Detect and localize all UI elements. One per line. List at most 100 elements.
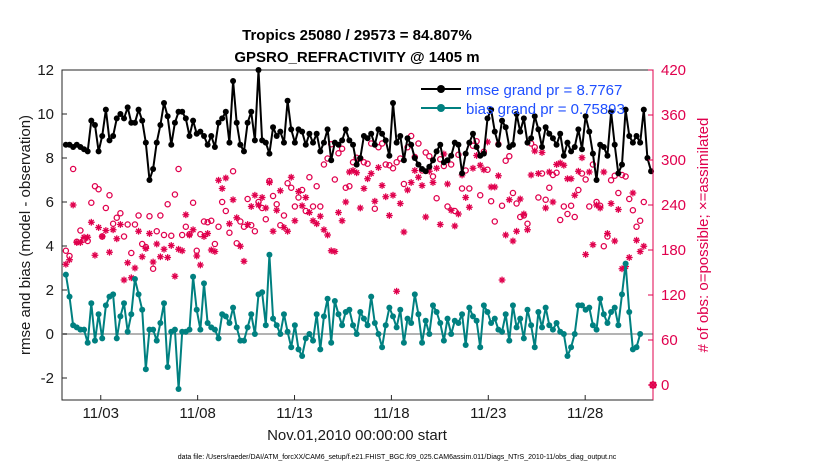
obs-possible-point xyxy=(149,265,157,272)
obs-possible-point xyxy=(509,189,517,197)
rmse-point xyxy=(593,177,600,183)
chart-marks xyxy=(62,67,657,392)
obs-possible-point xyxy=(157,212,164,219)
rmse-point xyxy=(142,139,149,146)
obs-possible-point xyxy=(342,184,349,191)
bias-point xyxy=(484,309,491,315)
bias-point xyxy=(524,306,531,313)
obs-assimilated-point xyxy=(302,194,310,201)
y-axis-label-right: # of obs: o=possible; ×=assimilated xyxy=(695,118,712,353)
bias-point xyxy=(608,309,615,315)
x-tick-label: 11/18 xyxy=(373,405,409,422)
obs-possible-point xyxy=(240,223,248,230)
bias-point xyxy=(622,260,629,267)
obs-assimilated-point xyxy=(62,260,70,268)
y-right-tick-label: 420 xyxy=(661,62,686,79)
bias-point xyxy=(488,320,495,326)
rmse-point xyxy=(459,170,466,177)
obs-possible-point xyxy=(447,161,455,168)
obs-possible-point xyxy=(229,167,237,175)
obs-assimilated-point xyxy=(196,261,204,269)
rmse-point xyxy=(582,113,589,120)
obs-assimilated-point xyxy=(269,227,277,235)
obs-possible-point xyxy=(364,160,371,167)
bias-point xyxy=(386,304,393,311)
y-right-tick-label: 60 xyxy=(661,332,678,349)
y-tick-label: 6 xyxy=(46,194,54,211)
obs-possible-point xyxy=(197,230,204,238)
obs-assimilated-point xyxy=(633,236,640,244)
obs-assimilated-point xyxy=(415,173,422,181)
obs-possible-point xyxy=(124,221,131,228)
y-axis-label: rmse and bias (model - observation) xyxy=(17,115,34,355)
obs-assimilated-point xyxy=(69,201,77,209)
obs-possible-point xyxy=(516,213,524,221)
obs-assimilated-point xyxy=(444,180,451,188)
chart-title: Tropics 25080 / 29573 = 84.807% xyxy=(242,27,472,44)
bias-point xyxy=(197,326,204,333)
rmse-point xyxy=(542,124,549,131)
rmse-point xyxy=(277,128,284,135)
bias-point xyxy=(248,311,255,318)
rmse-point xyxy=(280,139,287,146)
obs-assimilated-point xyxy=(385,212,393,219)
obs-assimilated-point xyxy=(480,166,488,174)
obs-possible-point xyxy=(502,157,509,164)
obs-possible-point xyxy=(578,170,586,177)
rmse-point xyxy=(226,139,233,146)
obs-assimilated-point xyxy=(411,167,419,174)
y-right-tick-label: 120 xyxy=(661,287,686,304)
bias-point xyxy=(81,326,88,333)
obs-assimilated-point xyxy=(266,179,273,186)
obs-assimilated-point xyxy=(87,218,95,226)
rmse-point xyxy=(633,133,640,139)
obs-possible-point xyxy=(106,191,113,199)
obs-assimilated-point xyxy=(491,183,499,191)
obs-assimilated-point xyxy=(567,175,575,183)
rmse-point xyxy=(266,150,273,157)
obs-assimilated-point xyxy=(636,248,644,255)
rmse-point xyxy=(513,111,520,117)
bias-point xyxy=(91,337,98,344)
rmse-point xyxy=(480,150,487,157)
obs-possible-point xyxy=(422,149,429,156)
obs-assimilated-point xyxy=(142,245,150,252)
rmse-point xyxy=(302,141,309,148)
obs-possible-point xyxy=(200,218,208,225)
bias-point xyxy=(113,335,120,342)
x-tick-label: 11/08 xyxy=(179,405,215,422)
rmse-point xyxy=(455,141,462,148)
obs-assimilated-point xyxy=(375,164,382,171)
obs-assimilated-point xyxy=(371,197,379,205)
obs-possible-point xyxy=(371,205,379,212)
obs-possible-point xyxy=(600,242,608,250)
obs-assimilated-point xyxy=(204,230,212,237)
y-right-tick-label: 300 xyxy=(661,152,686,169)
obs-assimilated-point xyxy=(600,168,608,176)
bias-point xyxy=(429,302,436,309)
bias-point xyxy=(128,311,135,318)
rmse-point xyxy=(539,144,546,150)
y-tick-label: 10 xyxy=(37,106,54,123)
bias-point xyxy=(626,309,633,315)
obs-assimilated-point xyxy=(120,276,128,284)
bias-point xyxy=(448,331,455,337)
obs-assimilated-point xyxy=(66,256,73,264)
bias-point xyxy=(477,344,484,351)
obs-possible-point xyxy=(291,203,299,210)
bias-point xyxy=(331,298,338,304)
rmse-point xyxy=(640,106,647,113)
obs-possible-point xyxy=(88,199,95,206)
obs-possible-point xyxy=(586,203,593,210)
x-axis-label: Nov.01,2010 00:00:00 start xyxy=(267,427,448,444)
obs-assimilated-point xyxy=(465,203,473,211)
obs-possible-point xyxy=(287,184,295,191)
obs-possible-point xyxy=(640,198,648,206)
bias-point xyxy=(215,335,222,342)
obs-possible-point xyxy=(128,249,135,257)
rmse-point xyxy=(230,78,237,84)
bias-point xyxy=(560,331,567,337)
obs-assimilated-point xyxy=(284,227,291,235)
rmse-point xyxy=(611,141,618,148)
obs-assimilated-point xyxy=(131,264,139,272)
